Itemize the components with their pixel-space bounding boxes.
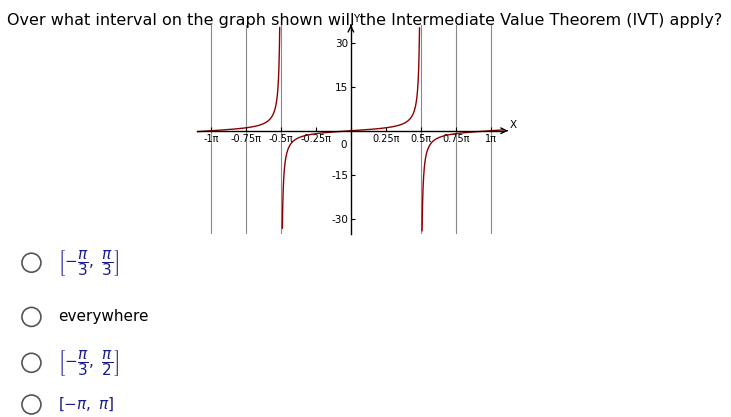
Text: $\left[-\dfrac{\pi}{3},\ \dfrac{\pi}{3}\right]$: $\left[-\dfrac{\pi}{3},\ \dfrac{\pi}{3}\… <box>58 248 120 278</box>
Text: 0: 0 <box>341 140 347 150</box>
Text: X: X <box>510 120 517 130</box>
Text: Over what interval on the graph shown will the Intermediate Value Theorem (IVT) : Over what interval on the graph shown wi… <box>7 13 722 28</box>
Text: $\left[-\dfrac{\pi}{3},\ \dfrac{\pi}{2}\right]$: $\left[-\dfrac{\pi}{3},\ \dfrac{\pi}{2}\… <box>58 348 120 378</box>
Text: Y: Y <box>353 13 360 23</box>
Text: everywhere: everywhere <box>58 309 149 324</box>
Text: $\left[-\pi,\ \pi\right]$: $\left[-\pi,\ \pi\right]$ <box>58 396 115 413</box>
